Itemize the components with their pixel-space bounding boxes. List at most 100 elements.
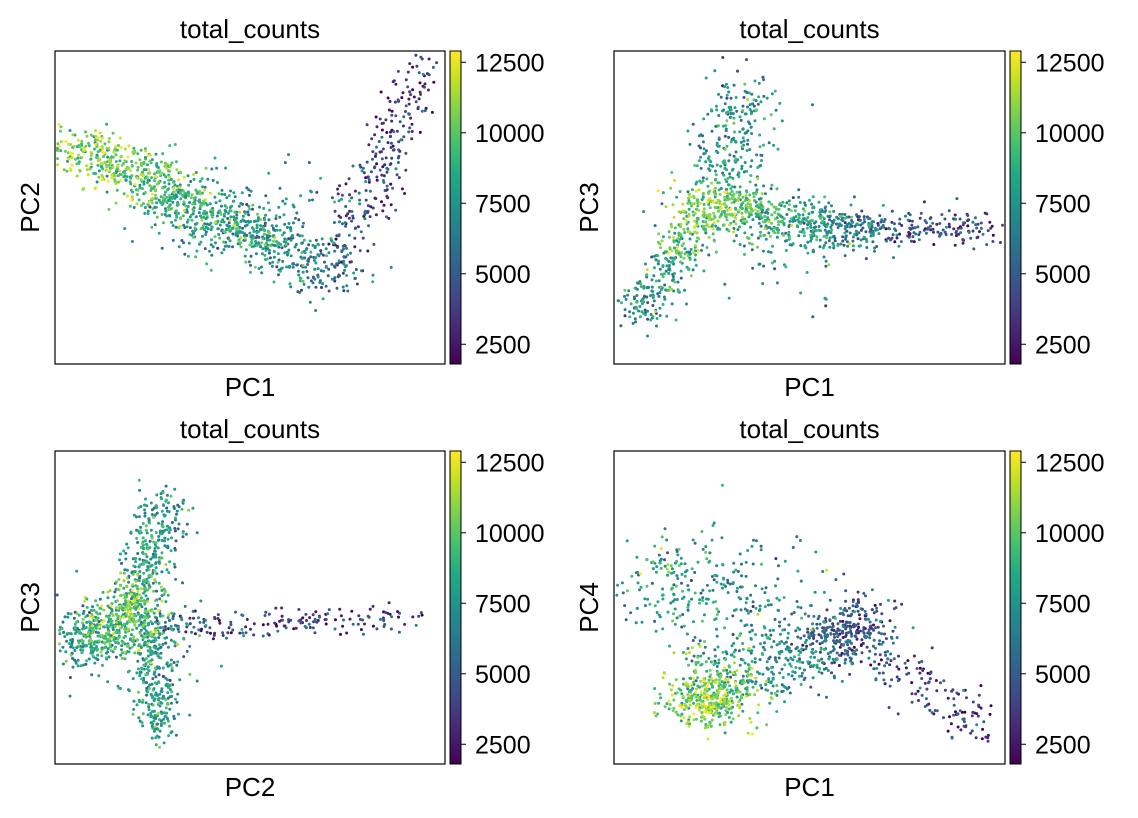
- data-point: [97, 625, 101, 629]
- data-point: [192, 196, 196, 200]
- data-point: [315, 190, 319, 194]
- data-point: [220, 251, 224, 255]
- data-point: [828, 236, 832, 240]
- data-point: [850, 648, 854, 652]
- data-point: [145, 559, 149, 563]
- data-point: [694, 679, 698, 683]
- data-point: [161, 530, 165, 534]
- data-point: [295, 211, 299, 215]
- data-point: [139, 545, 143, 549]
- data-point: [161, 666, 165, 670]
- data-point: [755, 153, 759, 157]
- data-point: [167, 182, 171, 186]
- data-point: [776, 231, 780, 235]
- data-point: [251, 207, 254, 211]
- data-point: [829, 225, 833, 229]
- data-point: [832, 639, 835, 643]
- data-point: [128, 610, 132, 614]
- data-point: [805, 226, 809, 230]
- data-point: [168, 169, 171, 173]
- data-point: [696, 217, 700, 221]
- data-point: [217, 192, 221, 196]
- data-point: [144, 497, 147, 501]
- data-point: [723, 282, 727, 286]
- data-point: [202, 215, 206, 219]
- data-point: [130, 164, 134, 168]
- data-point: [89, 608, 93, 612]
- data-point: [119, 571, 123, 575]
- data-point: [171, 614, 175, 618]
- data-point: [73, 631, 77, 635]
- data-point: [191, 207, 195, 211]
- data-point: [375, 125, 379, 129]
- data-point: [208, 202, 212, 206]
- data-point: [342, 262, 346, 266]
- data-point: [845, 649, 849, 653]
- data-point: [674, 318, 678, 322]
- data-point: [729, 187, 733, 191]
- data-point: [897, 244, 901, 248]
- data-point: [385, 194, 389, 198]
- data-point: [197, 628, 201, 632]
- data-point: [199, 192, 203, 196]
- data-point: [767, 220, 771, 224]
- data-point: [166, 593, 170, 597]
- data-point: [411, 615, 415, 619]
- data-point: [661, 191, 665, 195]
- data-point: [956, 712, 960, 716]
- data-point: [741, 104, 745, 108]
- data-point: [856, 237, 860, 241]
- data-point: [796, 605, 800, 609]
- data-point: [822, 667, 826, 671]
- data-point: [252, 230, 256, 234]
- data-point: [979, 221, 983, 225]
- data-point: [826, 669, 830, 672]
- data-point: [744, 574, 748, 578]
- data-point: [649, 318, 653, 322]
- data-point: [770, 691, 773, 695]
- data-point: [254, 239, 257, 243]
- data-point: [249, 234, 253, 238]
- data-point: [149, 711, 153, 715]
- data-point: [851, 244, 855, 248]
- data-point: [373, 133, 377, 137]
- data-point: [157, 535, 161, 538]
- data-point: [789, 656, 793, 660]
- data-point: [244, 625, 248, 629]
- data-point: [122, 636, 126, 640]
- data-point: [175, 700, 179, 704]
- data-point: [158, 557, 162, 561]
- data-point: [140, 721, 144, 725]
- data-point: [796, 635, 800, 639]
- data-point: [790, 642, 794, 646]
- data-point: [702, 269, 706, 273]
- data-point: [107, 146, 111, 150]
- data-point: [722, 223, 726, 227]
- data-point: [683, 231, 687, 235]
- data-point: [732, 227, 736, 230]
- data-point: [146, 641, 150, 645]
- data-point: [818, 650, 822, 654]
- data-point: [904, 214, 907, 218]
- data-point: [174, 160, 178, 164]
- data-point: [749, 609, 753, 613]
- data-point: [657, 279, 661, 283]
- data-point: [685, 265, 689, 269]
- data-point: [650, 289, 654, 293]
- data-point: [109, 645, 113, 649]
- data-point: [692, 194, 696, 198]
- data-point: [743, 82, 747, 86]
- data-point: [929, 228, 933, 232]
- data-point: [848, 621, 852, 625]
- data-point: [106, 615, 110, 619]
- data-point: [805, 644, 809, 648]
- data-point: [797, 216, 801, 220]
- data-point: [739, 619, 743, 623]
- data-point: [873, 249, 876, 253]
- data-point: [814, 220, 818, 224]
- data-point: [857, 613, 861, 617]
- data-point: [793, 671, 797, 674]
- data-point: [843, 216, 847, 220]
- data-point: [772, 640, 776, 643]
- data-point: [667, 288, 671, 292]
